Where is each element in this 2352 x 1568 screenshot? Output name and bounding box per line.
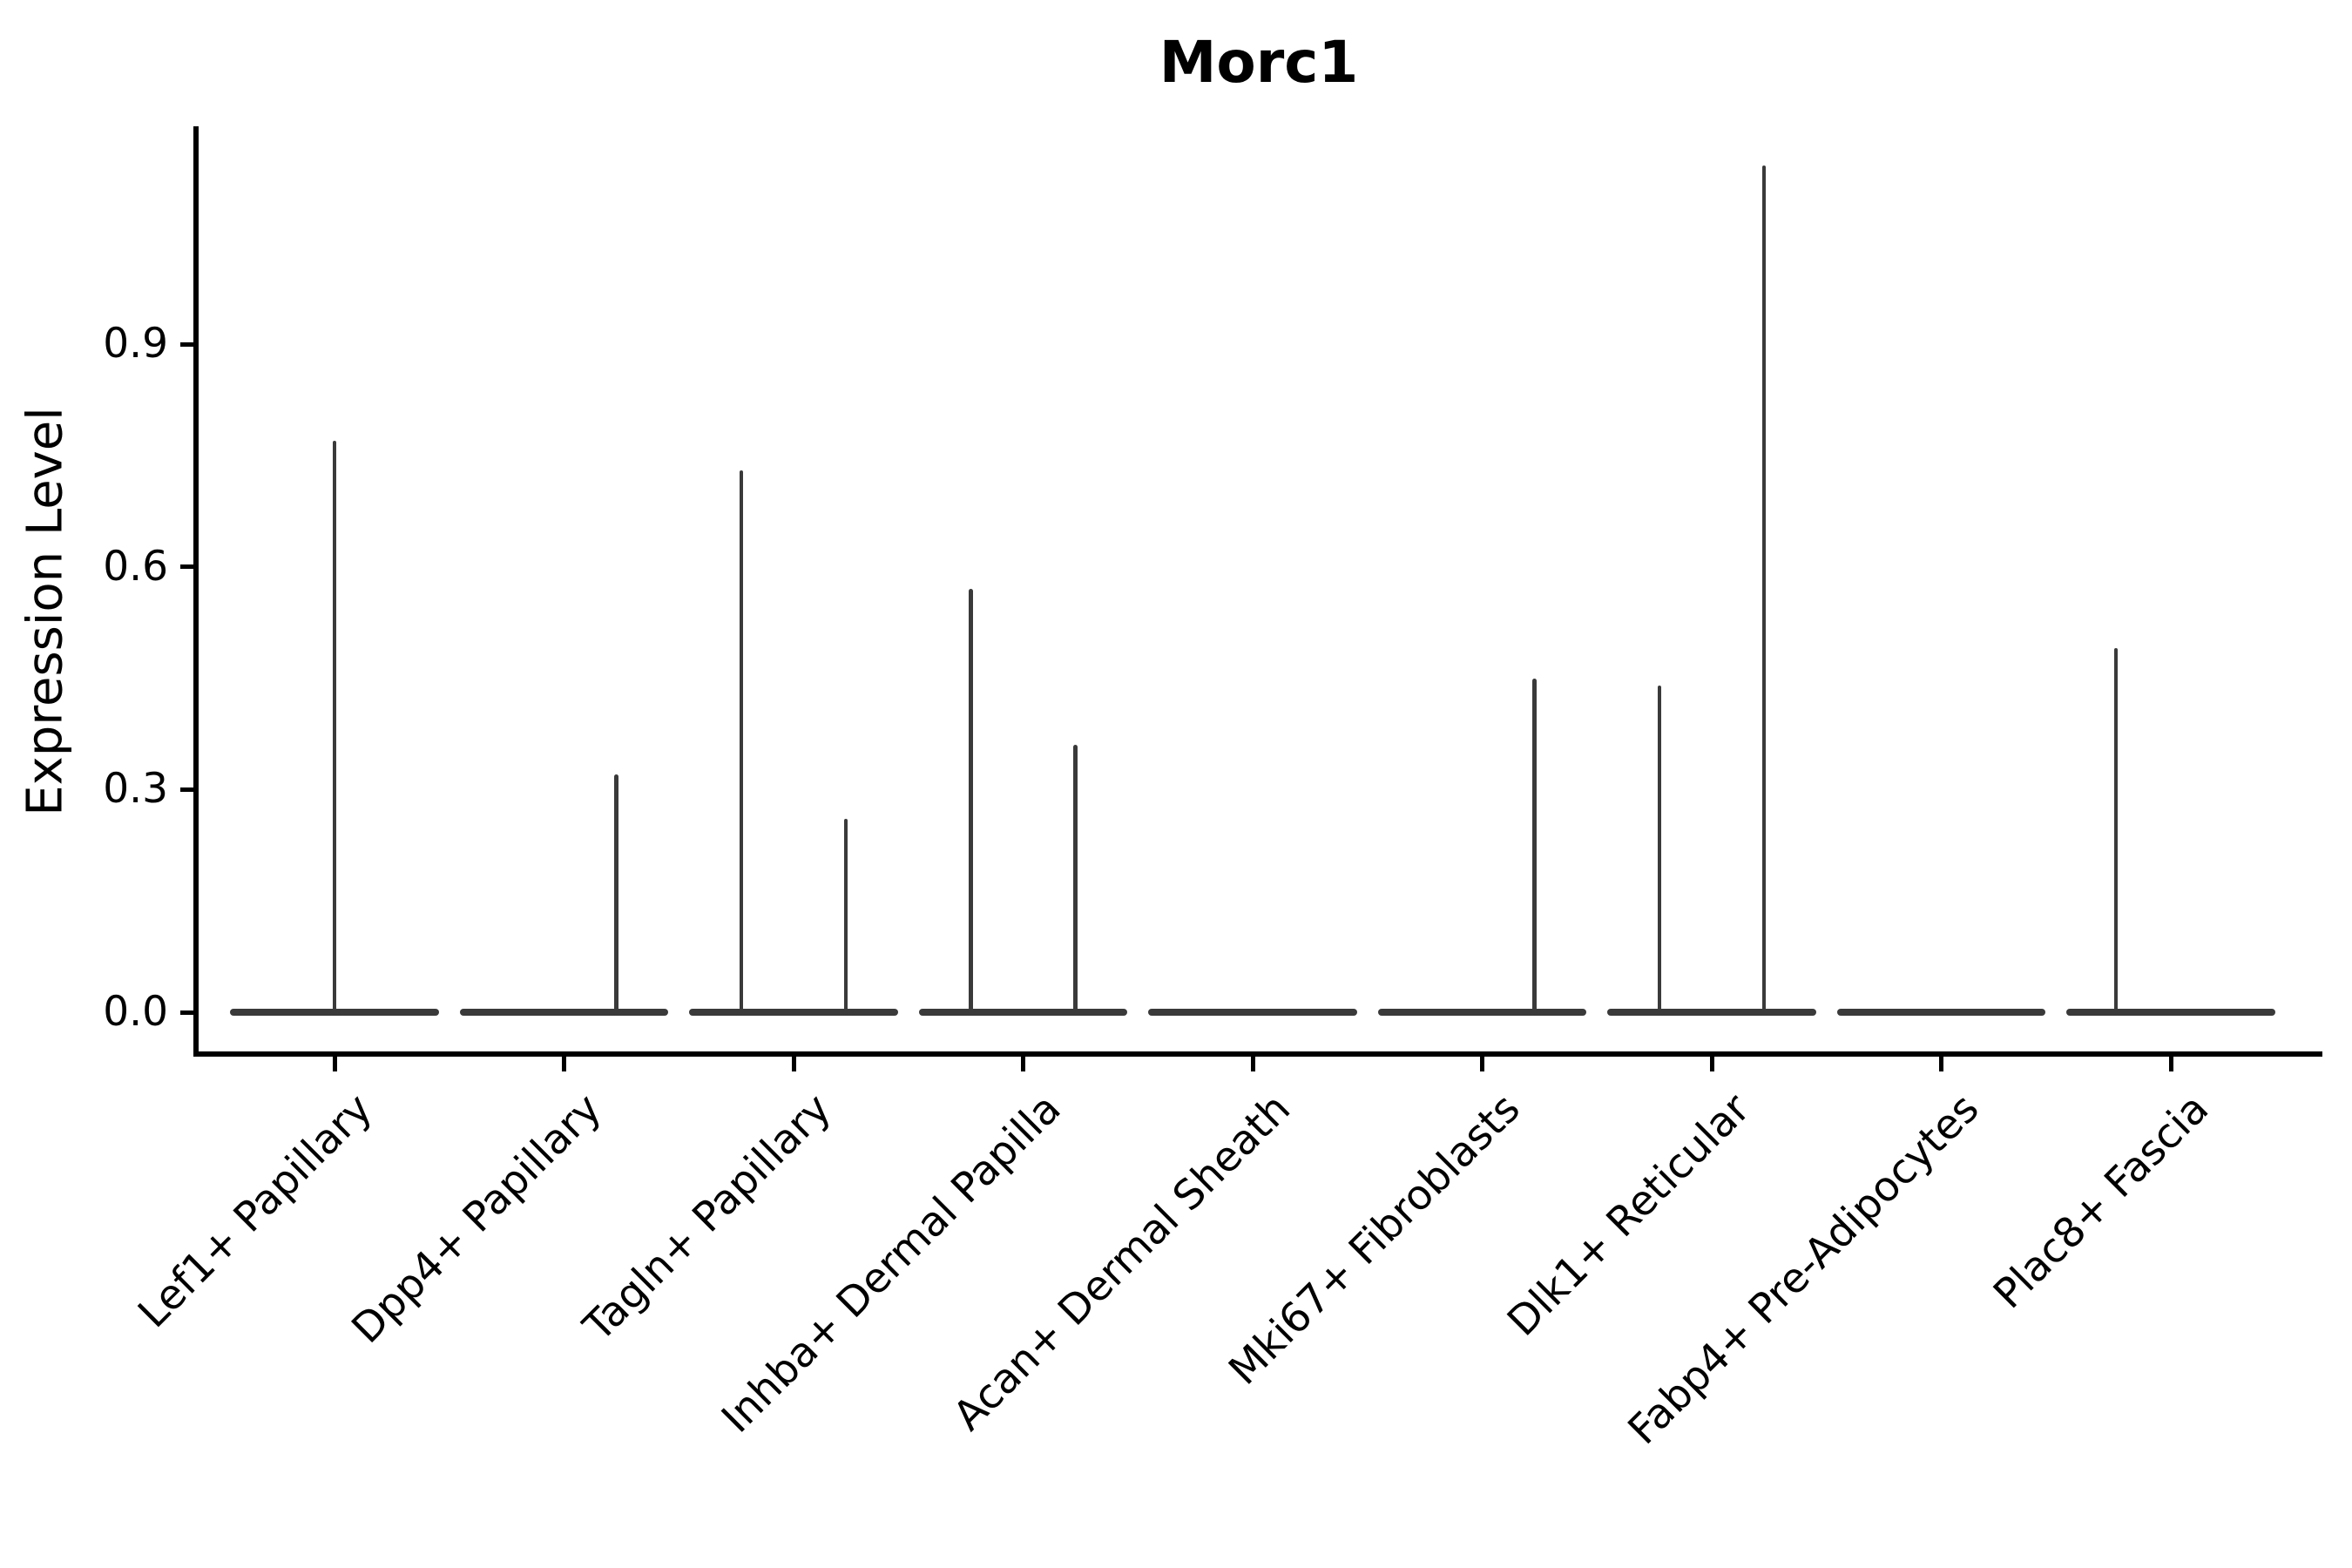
violin-spike xyxy=(614,774,618,1016)
violin-spike xyxy=(1761,166,1767,1016)
violin-spike xyxy=(332,440,337,1016)
x-tick-mark xyxy=(1021,1056,1025,1071)
x-tick-mark xyxy=(791,1056,796,1071)
x-axis-label: Plac8+ Fascia xyxy=(1984,1085,2219,1319)
x-axis-label: Tagln+ Papillary xyxy=(574,1085,841,1351)
x-tick-mark xyxy=(1250,1056,1255,1071)
violin-spike xyxy=(1532,678,1537,1016)
y-axis-spine xyxy=(193,126,199,1057)
y-tick-mark xyxy=(180,341,198,347)
violin-baseline xyxy=(1607,1009,1816,1016)
x-axis-label: Dpp4+ Papillary xyxy=(342,1085,612,1353)
x-tick-mark xyxy=(1709,1056,1714,1071)
violin-spike xyxy=(843,819,848,1016)
y-tick-mark xyxy=(180,787,198,792)
violin-baseline xyxy=(459,1009,669,1016)
y-axis-title: Expression Level xyxy=(17,407,74,816)
violin-spike xyxy=(1073,745,1078,1016)
x-axis-label: Lef1+ Papillary xyxy=(129,1085,382,1338)
chart-title: Morc1 xyxy=(1159,29,1359,96)
violin-baseline xyxy=(1377,1009,1587,1016)
violin-baseline xyxy=(2066,1009,2275,1016)
violin-baseline xyxy=(1148,1009,1357,1016)
violin-baseline xyxy=(1836,1009,2046,1016)
y-tick-mark xyxy=(180,1010,198,1015)
violin-spike xyxy=(2113,648,2118,1016)
y-tick-label: 0.0 xyxy=(103,988,168,1036)
y-tick-label: 0.9 xyxy=(103,320,168,368)
x-tick-mark xyxy=(2168,1056,2173,1071)
violin-spike xyxy=(739,470,744,1016)
x-tick-mark xyxy=(1480,1056,1484,1071)
x-tick-mark xyxy=(1939,1056,1943,1071)
x-tick-mark xyxy=(332,1056,337,1071)
x-axis-label: Dlk1+ Reticular xyxy=(1497,1085,1760,1346)
y-tick-label: 0.6 xyxy=(103,542,168,591)
violin-baseline xyxy=(918,1009,1128,1016)
violin-spike xyxy=(969,589,973,1016)
y-tick-label: 0.3 xyxy=(103,765,168,814)
violin-spike xyxy=(1657,686,1662,1016)
violin-baseline xyxy=(689,1009,898,1016)
y-tick-mark xyxy=(180,564,198,570)
x-axis-spine xyxy=(193,1051,2322,1057)
x-tick-mark xyxy=(562,1056,566,1071)
